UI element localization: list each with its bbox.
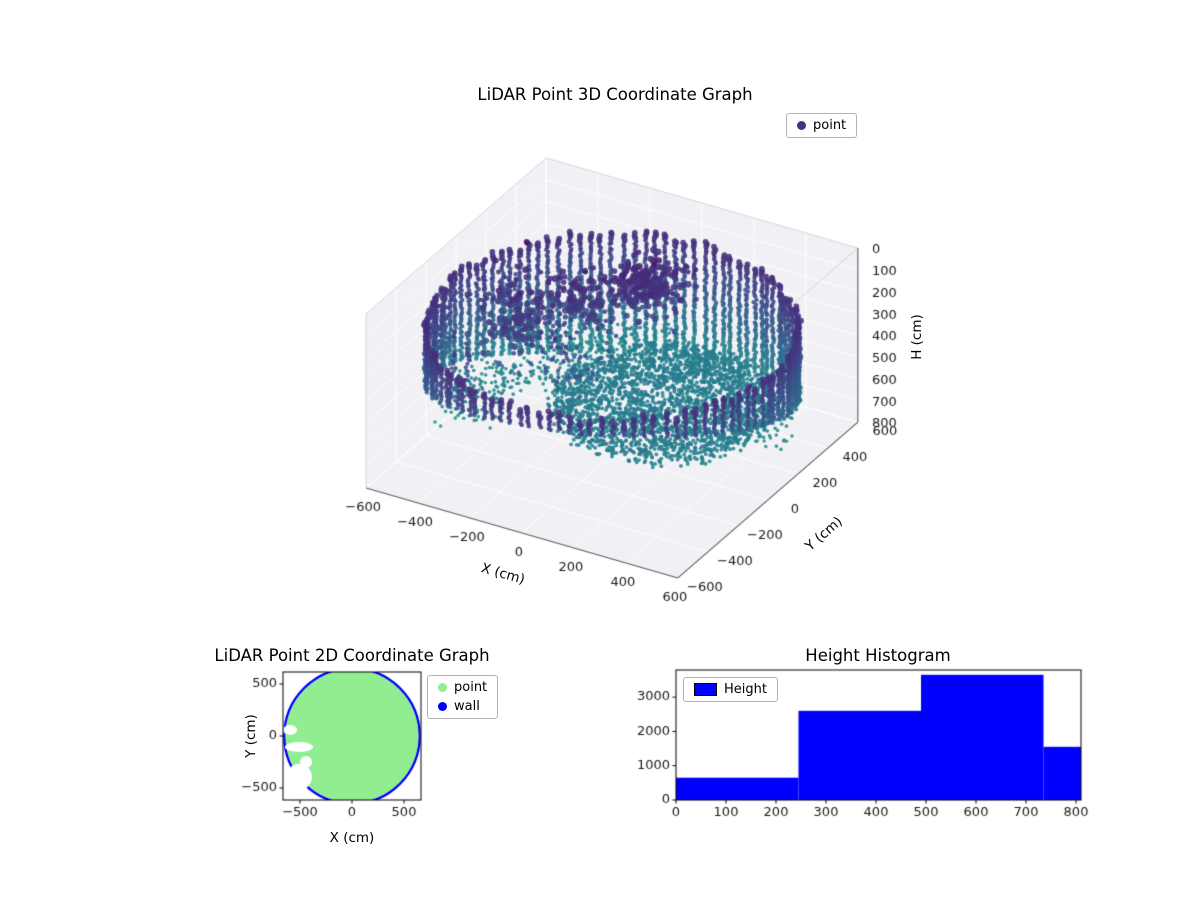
legend-wall-label: wall [454, 699, 480, 714]
legend-height-marker [694, 683, 717, 696]
plot2d-xaxis-label: X (cm) [329, 830, 375, 846]
plot3d-legend: point [786, 113, 858, 138]
legend-height-label: Height [724, 682, 767, 697]
legend-wall-marker [438, 702, 447, 711]
legend-point-label: point [454, 680, 488, 695]
plot2d-yaxis-label: Y (cm) [243, 714, 259, 758]
legend-row-wall: wall [438, 699, 480, 714]
plot2d-title: LiDAR Point 2D Coordinate Graph [214, 646, 490, 665]
legend-row-point: point [438, 680, 487, 695]
plot3d-haxis-label: H (cm) [909, 314, 925, 360]
histogram-legend: Height [683, 677, 778, 702]
legend-point-marker [438, 683, 447, 692]
plot2d-legend: point wall [427, 675, 499, 719]
plot3d-title: LiDAR Point 3D Coordinate Graph [477, 85, 753, 104]
legend-point-marker [797, 121, 806, 130]
histogram-title: Height Histogram [805, 646, 951, 665]
legend-point-label: point [813, 118, 847, 133]
